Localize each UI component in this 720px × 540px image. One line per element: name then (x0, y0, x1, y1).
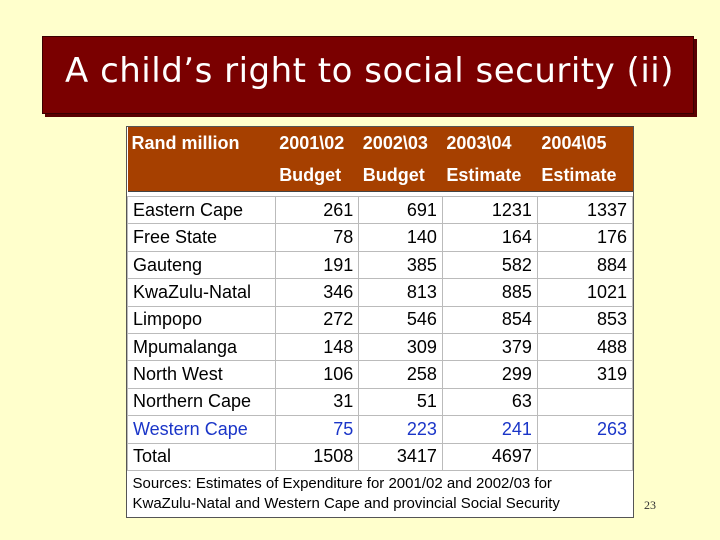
value-cell: 176 (536, 223, 634, 252)
budget-table: Rand million 2001\02 2002\03 2003\04 200… (127, 127, 634, 517)
value-cell: 106 (274, 360, 360, 389)
value-cell: 1021 (536, 278, 634, 307)
value-cell: 853 (536, 305, 634, 335)
header-row-type: Budget Budget Estimate Estimate (127, 159, 633, 192)
title-box: A child’s right to social security (ii) (42, 36, 694, 114)
value-cell: 319 (536, 360, 634, 389)
value-cell: 75 (274, 415, 360, 444)
header-cell: Estimate (442, 159, 538, 192)
value-cell: 582 (441, 250, 538, 280)
value-cell: 1508 (274, 442, 360, 472)
value-cell: 31 (274, 387, 360, 417)
value-cell: 854 (441, 305, 538, 335)
value-cell: 191 (274, 250, 360, 280)
table-row: Limpopo 272 546 854 853 (127, 305, 634, 335)
province-cell: Gauteng (127, 250, 276, 280)
province-cell: North West (127, 360, 276, 389)
province-cell: Limpopo (127, 305, 276, 335)
header-cell: Rand million (131, 132, 240, 153)
header-cell (127, 159, 276, 192)
table-row: North West 106 258 299 319 (127, 360, 634, 389)
province-cell: Total (127, 442, 276, 472)
header-cell: 2004\05 (541, 132, 607, 153)
value-cell: 78 (274, 223, 360, 252)
header-cell: 2003\04 (446, 132, 512, 153)
value-cell: 3417 (358, 442, 443, 472)
value-cell: 691 (358, 196, 443, 225)
value-cell: 164 (441, 223, 538, 252)
table-row-total: Total 1508 3417 4697 (127, 442, 634, 472)
budget-table-container: Rand million 2001\02 2002\03 2003\04 200… (126, 126, 634, 518)
value-cell: 546 (358, 305, 443, 335)
value-cell: 148 (274, 333, 360, 362)
province-cell: Western Cape (127, 415, 276, 444)
value-cell: 379 (441, 333, 538, 362)
province-cell: Mpumalanga (127, 333, 276, 362)
slide-title: A child’s right to social security (ii) (65, 51, 674, 91)
value-cell: 299 (441, 360, 538, 389)
province-cell: KwaZulu-Natal (127, 278, 276, 307)
table-row-highlighted: Western Cape 75 223 241 263 (127, 415, 634, 444)
value-cell: 272 (274, 305, 360, 335)
value-cell: 488 (536, 333, 634, 362)
table-row: KwaZulu-Natal 346 813 885 1021 (127, 278, 634, 307)
value-cell (536, 387, 634, 417)
table-row: Gauteng 191 385 582 884 (127, 250, 634, 280)
table-row: Eastern Cape 261 691 1231 1337 (127, 196, 634, 225)
table-row: Free State 78 140 164 176 (127, 223, 634, 252)
value-cell: 223 (358, 415, 443, 444)
value-cell: 63 (441, 387, 538, 417)
value-cell: 346 (274, 278, 360, 307)
header-cell: Estimate (537, 159, 633, 192)
value-cell: 813 (358, 278, 443, 307)
header-cell: 2001\02 (279, 132, 345, 153)
value-cell: 1337 (536, 196, 634, 225)
value-cell: 258 (358, 360, 443, 389)
value-cell: 51 (358, 387, 443, 417)
header-cell: Budget (275, 159, 359, 192)
header-row-years: Rand million 2001\02 2002\03 2003\04 200… (127, 127, 633, 159)
header-cell: 2002\03 (362, 132, 428, 153)
value-cell: 309 (358, 333, 443, 362)
value-cell: 885 (441, 278, 538, 307)
value-cell: 4697 (441, 442, 538, 472)
value-cell: 261 (274, 196, 360, 225)
source-line-2: KwaZulu-Natal and Western Cape and provi… (132, 495, 560, 512)
value-cell: 385 (358, 250, 443, 280)
province-cell: Free State (127, 223, 276, 252)
value-cell: 241 (441, 415, 538, 444)
province-cell: Northern Cape (127, 387, 276, 417)
value-cell: 140 (358, 223, 443, 252)
value-cell: 884 (536, 250, 634, 280)
page-number: 23 (644, 498, 656, 512)
table-row: Mpumalanga 148 309 379 488 (127, 333, 634, 362)
table-row: Northern Cape 31 51 63 (127, 387, 634, 417)
source-note: Sources: Estimates of Expenditure for 20… (127, 470, 633, 517)
province-cell: Eastern Cape (127, 196, 276, 225)
source-note-row: Sources: Estimates of Expenditure for 20… (127, 470, 633, 517)
value-cell: 263 (536, 415, 634, 444)
value-cell: 1231 (441, 196, 538, 225)
header-cell: Budget (358, 159, 443, 192)
source-line-1: Sources: Estimates of Expenditure for 20… (132, 475, 552, 492)
value-cell (536, 442, 634, 472)
